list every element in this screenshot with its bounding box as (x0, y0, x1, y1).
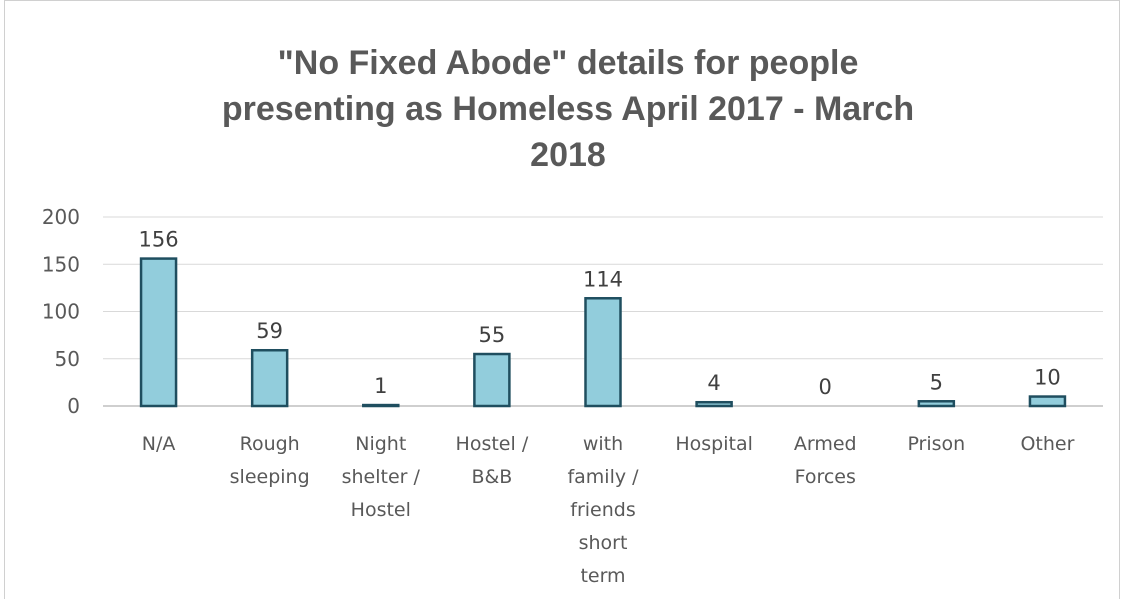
y-tick-label: 50 (55, 347, 80, 371)
category-label: N/A (142, 433, 176, 455)
data-label: 55 (479, 323, 506, 347)
y-axis-ticks: 0 50 100 150 200 (42, 205, 80, 418)
category-label: Other (1020, 433, 1074, 455)
bar (584, 297, 622, 408)
chart-title: "No Fixed Abode" details for people pres… (10, 40, 1126, 178)
category-label-line: Armed (794, 433, 857, 455)
category-label-line: term (580, 565, 625, 587)
bar (695, 400, 733, 408)
category-label: with family / friends short term (567, 433, 639, 587)
data-label: 59 (256, 319, 283, 343)
category-label-line: Forces (795, 466, 856, 488)
bar (917, 400, 956, 408)
data-label: 10 (1034, 366, 1061, 390)
data-label: 1 (374, 374, 387, 398)
category-label: Armed Forces (794, 433, 857, 488)
category-label: Hospital (675, 433, 753, 455)
chart-title-line-2: presenting as Homeless April 2017 - Marc… (221, 90, 915, 128)
category-label-line: sleeping (230, 466, 310, 488)
category-label: Rough sleeping (230, 433, 310, 488)
y-tick-label: 150 (42, 252, 80, 276)
category-label-line: friends (570, 499, 635, 521)
category-label-line: N/A (142, 433, 176, 455)
y-tick-label: 100 (42, 300, 80, 324)
bar (250, 348, 289, 408)
category-label-line: with (583, 433, 623, 455)
category-label-line: Hospital (675, 433, 753, 455)
data-labels: 156 59 1 55 114 4 0 5 10 (139, 228, 1061, 399)
bar (1028, 395, 1067, 408)
bar (139, 257, 178, 408)
category-labels: N/A Rough sleeping Night shelter / Hostel Host… (142, 433, 1075, 587)
category-label: Prison (907, 433, 965, 455)
chart-title-line-1: "No Fixed Abode" details for people (277, 44, 859, 82)
category-label-line: shelter / (342, 466, 421, 488)
category-label-line: Prison (907, 433, 965, 455)
data-label: 5 (930, 370, 943, 394)
category-label-line: short (579, 532, 628, 554)
category-label: Night shelter / Hostel (342, 433, 421, 521)
chart-title-line-3: 2018 (530, 136, 606, 174)
data-label: 0 (819, 375, 832, 399)
bar (473, 352, 511, 408)
category-label-line: Hostel (351, 499, 411, 521)
category-label-line: Rough (240, 433, 300, 455)
category-label-line: Other (1020, 433, 1074, 455)
category-label: Hostel / B&B (456, 433, 529, 488)
data-label: 156 (139, 228, 179, 252)
y-tick-label: 200 (42, 205, 80, 229)
y-tick-label: 0 (67, 394, 80, 418)
category-label-line: family / (567, 466, 639, 488)
category-label-line: B&B (471, 466, 512, 488)
chart-frame (4, 0, 1120, 599)
data-label: 4 (707, 371, 720, 395)
bars (139, 257, 1067, 408)
category-label-line: Hostel / (456, 433, 529, 455)
category-label-line: Night (355, 433, 406, 455)
data-label: 114 (583, 267, 623, 291)
bar (362, 403, 400, 408)
